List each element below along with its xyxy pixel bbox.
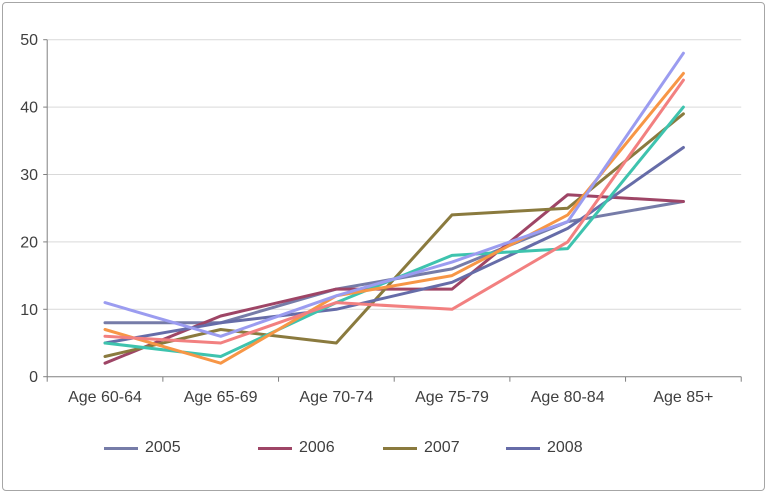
y-axis-tick-label: 20 xyxy=(20,234,38,251)
series-line-unlabeled-5 xyxy=(103,105,685,358)
y-axis-tick-label: 30 xyxy=(20,167,38,184)
legend-label-2005: 2005 xyxy=(145,439,181,456)
x-axis-category-label: Age 75-79 xyxy=(415,389,489,406)
legend-label-2008: 2008 xyxy=(547,439,583,456)
legend-swatch-2008 xyxy=(506,446,540,450)
legend-swatch-2006 xyxy=(258,446,292,450)
legend-label-2006: 2006 xyxy=(299,439,335,456)
legend-label-2007: 2007 xyxy=(424,439,460,456)
legend-swatch-2007 xyxy=(383,446,417,450)
legend-swatch-2005 xyxy=(104,446,138,450)
x-axis-category-label: Age 85+ xyxy=(653,389,713,406)
series-line-unlabeled-6 xyxy=(103,71,685,365)
x-axis-category-label: Age 70-74 xyxy=(299,389,373,406)
legend-item-2005: 2005 xyxy=(104,438,181,458)
series-line-unlabeled-8 xyxy=(103,51,685,338)
y-axis-tick-label: 10 xyxy=(20,302,38,319)
series-line-2007 xyxy=(103,112,685,358)
chart-legend: 2005 2006 2007 2008 xyxy=(0,438,767,462)
y-axis-tick-label: 40 xyxy=(20,100,38,117)
y-axis-tick-label: 0 xyxy=(29,369,38,386)
y-axis-tick-label: 50 xyxy=(20,32,38,49)
x-axis-category-label: Age 80-84 xyxy=(531,389,605,406)
legend-item-2008: 2008 xyxy=(506,438,583,458)
series-line-unlabeled-7 xyxy=(103,78,685,345)
series-line-2008 xyxy=(103,146,685,345)
x-axis-category-label: Age 65-69 xyxy=(184,389,258,406)
legend-item-2007: 2007 xyxy=(383,438,460,458)
legend-item-2006: 2006 xyxy=(258,438,335,458)
x-axis-category-label: Age 60-64 xyxy=(68,389,142,406)
